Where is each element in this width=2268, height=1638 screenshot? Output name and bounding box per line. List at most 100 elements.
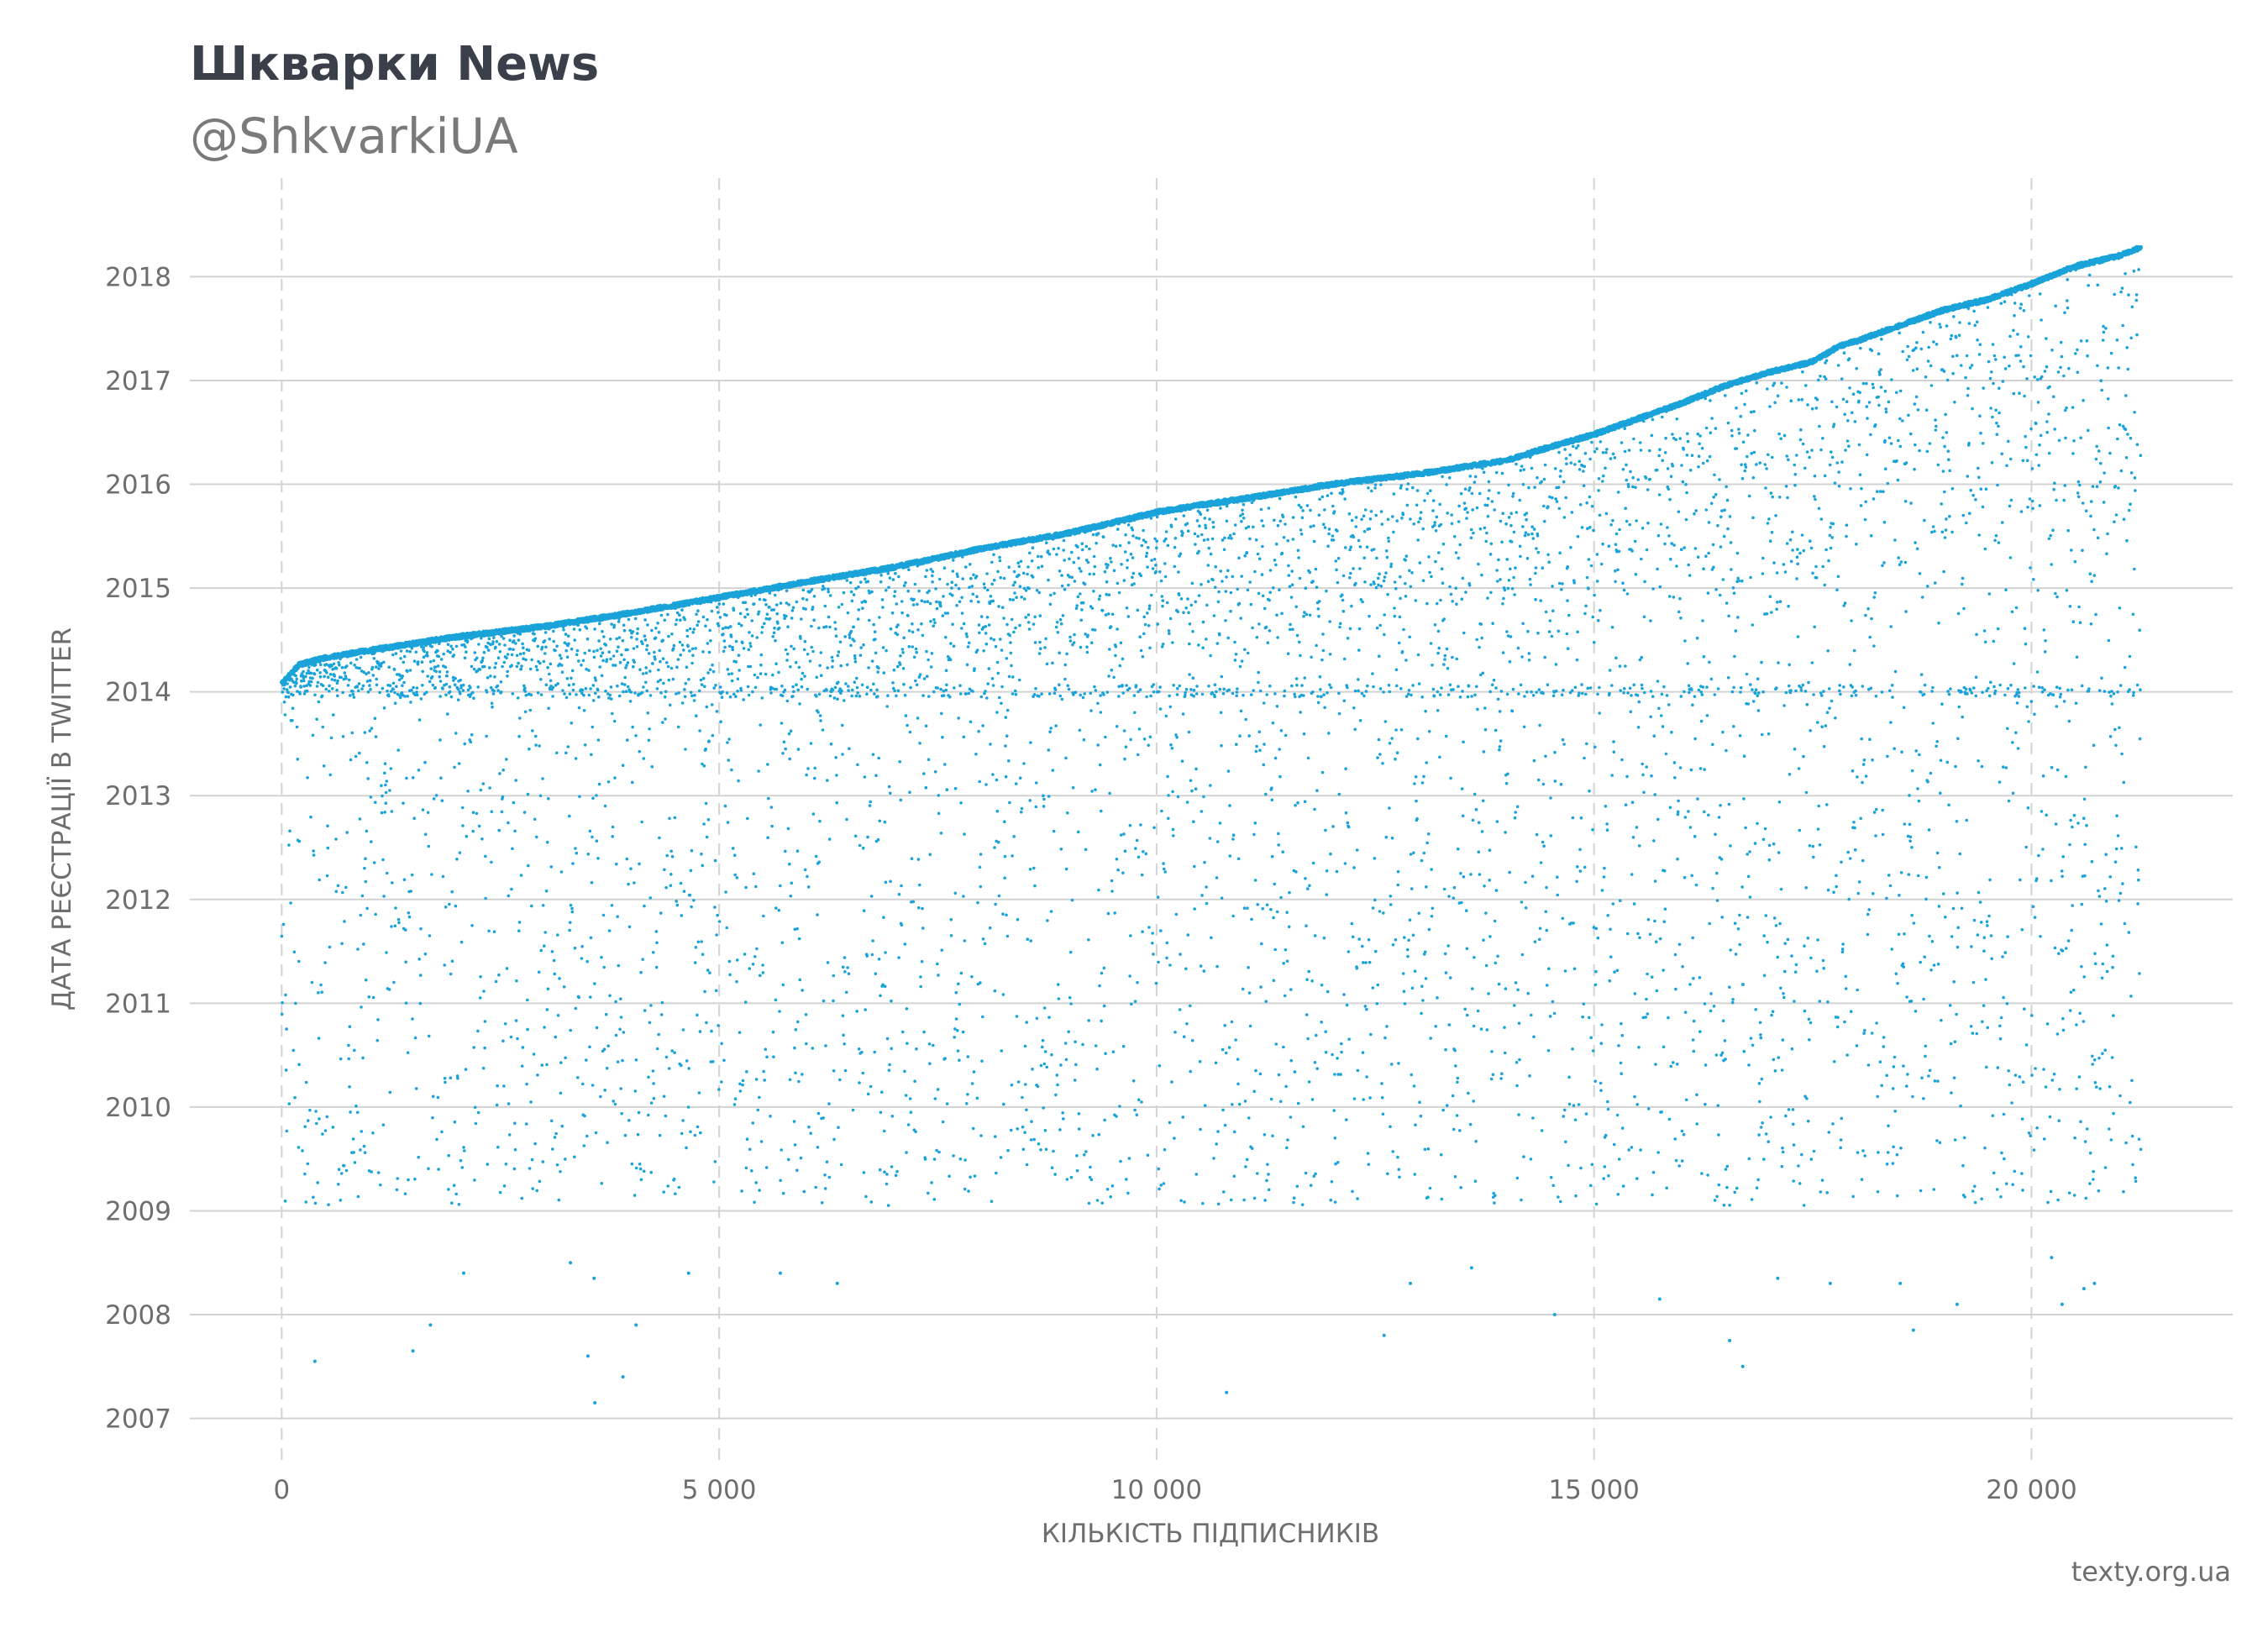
data-point [505,656,508,659]
data-point [796,688,800,692]
data-point [981,937,985,941]
data-point [930,1181,933,1184]
data-point [464,1068,468,1071]
data-point [487,637,491,641]
data-point [822,587,827,591]
data-point [634,734,638,738]
data-point [596,738,601,742]
data-point [293,1095,297,1100]
data-point [1005,934,1010,938]
data-point [523,710,528,714]
data-point [806,687,809,691]
data-point [866,1092,870,1096]
data-point [993,989,997,993]
data-point [433,685,437,690]
data-point [531,1187,534,1190]
data-point [501,795,505,799]
data-point [1007,759,1011,763]
data-point [853,639,856,643]
data-point [538,661,542,665]
data-point [727,959,732,963]
data-point [409,890,413,893]
data-point [405,649,409,653]
data-point [316,1181,320,1184]
data-point [465,639,470,643]
data-point [632,664,635,669]
data-point [810,645,813,649]
data-point [470,732,474,737]
data-point [795,927,799,931]
data-point [965,663,969,667]
data-point [685,1146,688,1150]
data-point [385,951,388,954]
data-point [498,772,501,775]
data-point [895,664,900,669]
data-point [383,762,387,765]
data-point [737,654,741,657]
data-point [1022,762,1026,765]
data-point [850,694,853,698]
data-point [895,1169,899,1173]
data-point [954,990,958,995]
data-point [517,929,521,932]
data-point [842,591,846,595]
data-point [280,1012,284,1016]
data-point [643,1009,647,1012]
data-point [384,783,387,787]
data-point [804,607,807,611]
data-point [574,847,577,850]
data-point [609,657,612,661]
data-point [909,1110,913,1114]
data-point [609,697,613,701]
data-point [981,724,984,727]
data-point [532,1053,536,1056]
data-point [900,923,904,927]
data-point [559,1061,563,1064]
data-point [879,1110,883,1115]
data-point [900,611,904,615]
data-point [598,665,601,669]
data-point [449,695,454,699]
data-point [478,996,482,1000]
data-point [664,1114,668,1118]
data-point [434,794,438,797]
data-point [957,717,960,720]
data-point [1009,1128,1013,1132]
data-point [328,690,331,693]
data-point [568,814,571,818]
data-point [439,776,443,780]
data-point [556,682,559,685]
data-point [457,762,461,765]
data-point [787,732,791,736]
data-point [871,753,875,756]
data-point [1017,564,1021,569]
data-point [877,666,880,669]
data-point [945,683,948,687]
data-point [600,674,604,678]
data-point [404,960,408,963]
data-point [520,664,523,668]
data-point [840,689,843,693]
data-point [861,846,865,850]
data-point [484,854,487,858]
data-point [472,667,476,671]
data-point [383,811,387,814]
data-point [969,599,973,603]
data-point [286,682,289,685]
data-point [987,667,991,670]
data-point [619,997,622,1000]
data-point [864,1008,867,1011]
data-point [977,623,981,627]
data-point [805,773,808,777]
data-point [676,658,680,661]
data-point [346,684,350,687]
data-point [843,699,846,702]
data-point [944,635,948,639]
data-point [843,970,847,974]
data-point [771,635,774,638]
data-point [1011,598,1015,601]
data-point [760,631,764,634]
data-point [712,686,716,690]
data-point [984,625,988,628]
data-point [738,622,741,626]
